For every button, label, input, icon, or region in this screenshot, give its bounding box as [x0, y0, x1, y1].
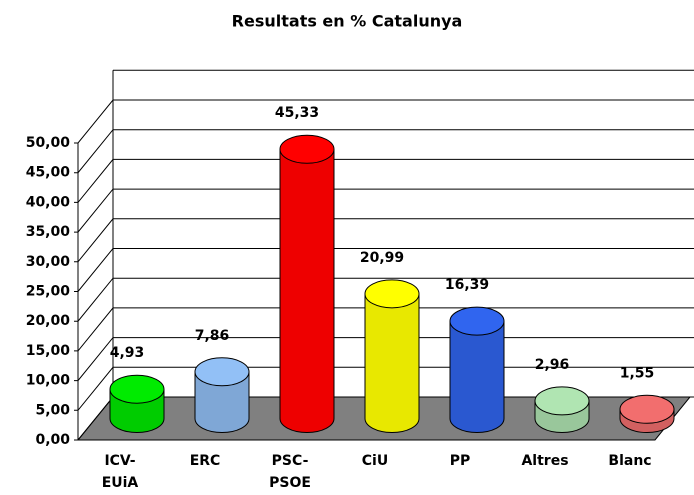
grid-line [74, 129, 694, 174]
y-tick-label: 35,00 [26, 224, 71, 240]
grid-line [74, 99, 694, 144]
bar [449, 306, 505, 433]
y-tick-label: 20,00 [26, 313, 71, 329]
value-label: 16,39 [445, 277, 489, 293]
x-tick-label: PP [449, 453, 471, 469]
value-label: 20,99 [360, 250, 404, 266]
y-tick-label: 50,00 [26, 135, 71, 151]
bar [109, 374, 165, 433]
value-label: 1,55 [620, 365, 655, 381]
value-label: 2,96 [535, 357, 570, 373]
bar [279, 134, 335, 433]
bar [364, 279, 420, 433]
chart-title: Resultats en % Catalunya [232, 12, 463, 31]
y-tick-label: 10,00 [26, 373, 71, 389]
bar [534, 386, 590, 433]
grid-line [74, 277, 694, 322]
grid-line [74, 248, 694, 292]
bar-top [109, 374, 165, 404]
value-label: 45,33 [275, 105, 319, 121]
grid-line [74, 158, 694, 203]
y-tick-label: 40,00 [26, 194, 71, 210]
bar [194, 357, 250, 433]
value-label: 4,93 [110, 345, 145, 361]
y-tick-label: 5,00 [35, 402, 70, 418]
value-label: 7,86 [195, 328, 230, 344]
grid-line [74, 188, 694, 233]
x-tick-label: Altres [521, 453, 569, 469]
bar-body [194, 371, 250, 433]
x-tick-label: CiU [361, 453, 389, 469]
y-tick-label: 0,00 [35, 432, 70, 448]
bar-top [364, 279, 420, 309]
bar-top [619, 394, 675, 424]
bar-body [364, 293, 420, 433]
bar-top [279, 134, 335, 164]
bar-top [534, 386, 590, 416]
x-tick-label: ICV-EUiA [101, 453, 139, 491]
y-tick-label: 45,00 [26, 165, 71, 181]
bar-top [194, 357, 250, 387]
y-tick-label: 25,00 [26, 284, 71, 300]
y-tick-label: 30,00 [26, 254, 71, 270]
grid-line [74, 218, 694, 263]
bar-body [279, 148, 335, 433]
bar [619, 394, 675, 433]
bar-top [449, 306, 505, 336]
x-tick-label: ERC [189, 453, 221, 469]
x-tick-label: PSC-PSOE [269, 453, 311, 491]
x-tick-label: Blanc [608, 453, 652, 469]
bar-body [449, 320, 505, 433]
y-tick-label: 15,00 [26, 343, 71, 359]
